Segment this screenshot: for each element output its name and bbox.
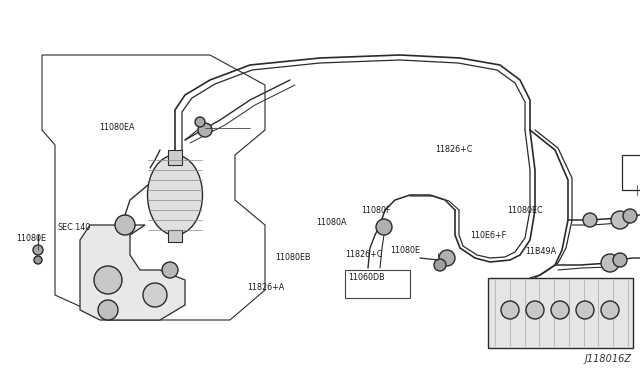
Text: 11080EA: 11080EA	[99, 123, 134, 132]
Bar	[168, 150, 182, 165]
Text: 11080EC: 11080EC	[508, 206, 543, 215]
Ellipse shape	[147, 155, 202, 235]
Text: 11060DB: 11060DB	[348, 273, 385, 282]
Circle shape	[143, 283, 167, 307]
Text: 11826+C: 11826+C	[435, 145, 472, 154]
Circle shape	[115, 215, 135, 235]
Circle shape	[501, 301, 519, 319]
Circle shape	[551, 301, 569, 319]
Circle shape	[439, 250, 455, 266]
Bar	[345, 270, 410, 298]
Circle shape	[526, 301, 544, 319]
Text: 110E6+F: 110E6+F	[470, 231, 506, 240]
Text: SEC.140: SEC.140	[58, 223, 91, 232]
Circle shape	[613, 253, 627, 267]
Circle shape	[98, 300, 118, 320]
Circle shape	[162, 262, 178, 278]
Polygon shape	[42, 55, 265, 320]
Circle shape	[376, 219, 392, 235]
Text: 11826+A: 11826+A	[247, 283, 284, 292]
Text: 11826+C: 11826+C	[346, 250, 383, 259]
Text: 11080E: 11080E	[16, 234, 46, 243]
Circle shape	[94, 266, 122, 294]
Circle shape	[611, 211, 629, 229]
Circle shape	[198, 123, 212, 137]
Circle shape	[601, 254, 619, 272]
Circle shape	[576, 301, 594, 319]
Circle shape	[623, 209, 637, 223]
Circle shape	[434, 259, 446, 271]
Polygon shape	[80, 225, 185, 320]
Circle shape	[33, 245, 43, 255]
Text: 11080E: 11080E	[390, 246, 420, 254]
Text: 11080F: 11080F	[362, 206, 391, 215]
Text: J118016Z: J118016Z	[585, 354, 632, 364]
Bar	[622, 155, 640, 190]
Circle shape	[195, 117, 205, 127]
Bar	[168, 230, 182, 242]
Text: 11080A: 11080A	[316, 218, 347, 227]
Text: 11B49A: 11B49A	[525, 247, 556, 256]
Text: 11080EB: 11080EB	[275, 253, 310, 262]
Circle shape	[583, 213, 597, 227]
Circle shape	[601, 301, 619, 319]
Circle shape	[34, 256, 42, 264]
Bar	[488, 278, 633, 348]
